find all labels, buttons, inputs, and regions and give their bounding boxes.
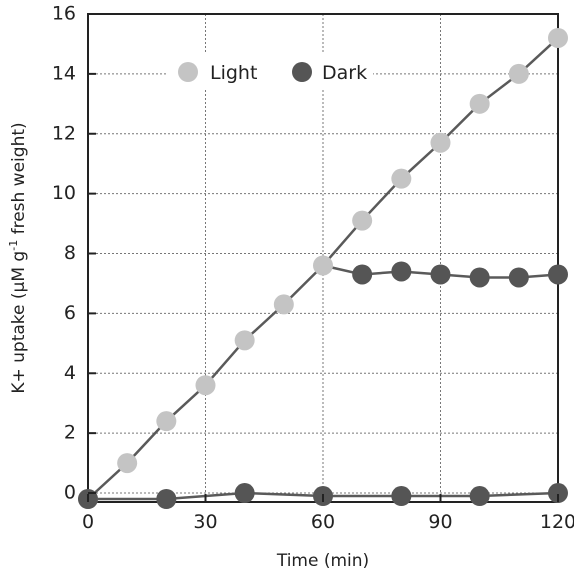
y-tick-label: 4 [64, 362, 76, 384]
dark-data-point [352, 264, 373, 285]
y-tick-label: 14 [52, 62, 76, 84]
light-data-point [273, 294, 294, 315]
legend-marker-dark [292, 62, 312, 82]
x-axis-ticks: 0 30 60 90 120 [82, 494, 574, 533]
y-tick-label: 12 [52, 122, 76, 144]
light-data-point [508, 63, 529, 84]
y-tick-label: 16 [52, 3, 76, 25]
light-data-point [548, 27, 568, 48]
y-axis-title-superscript: -1 [7, 240, 20, 251]
x-tick-label: 0 [82, 511, 94, 533]
y-tick-label: 6 [64, 302, 76, 324]
legend-marker-light [178, 62, 198, 82]
light-data-point [195, 375, 216, 396]
y-tick-label: 0 [64, 482, 76, 504]
light-data-point [469, 93, 490, 114]
dark-data-point [430, 264, 451, 285]
light-data-point [156, 411, 177, 432]
dark-data-point [508, 267, 529, 288]
dark-data-point [548, 264, 568, 285]
x-tick-label: 30 [193, 511, 217, 533]
legend-background [168, 54, 373, 90]
light-data-point [313, 255, 333, 276]
dark-data-point [548, 483, 568, 504]
y-axis-ticks: 0 2 4 6 8 10 12 14 16 [52, 3, 96, 504]
light-data-point [352, 210, 373, 231]
dark-data-point [469, 267, 490, 288]
dark-data-point [391, 261, 412, 282]
y-tick-label: 10 [52, 182, 76, 204]
series-points [78, 27, 568, 510]
light-data-point [430, 132, 451, 153]
light-data-point [234, 330, 255, 351]
y-tick-label: 8 [64, 242, 76, 264]
x-axis-title: Time (min) [276, 551, 369, 571]
dark-data-point [391, 486, 412, 507]
dark-data-point [234, 483, 255, 504]
light-data-point [117, 453, 138, 474]
y-tick-label: 2 [64, 422, 76, 444]
x-tick-label: 60 [311, 511, 335, 533]
x-tick-label: 90 [428, 511, 452, 533]
legend: Light Dark [168, 54, 373, 90]
legend-label-dark: Dark [322, 62, 367, 84]
y-axis-title-tail: fresh weight) [9, 122, 29, 239]
dark-data-point [469, 486, 490, 507]
light-data-point [391, 168, 412, 189]
legend-label-light: Light [210, 62, 257, 84]
dark-data-point [156, 489, 177, 510]
y-axis-title: K+ uptake (μM g-1 fresh weight) [7, 122, 29, 393]
y-axis-title-main: K+ uptake (μM g [9, 251, 29, 394]
x-tick-label: 120 [540, 511, 574, 533]
